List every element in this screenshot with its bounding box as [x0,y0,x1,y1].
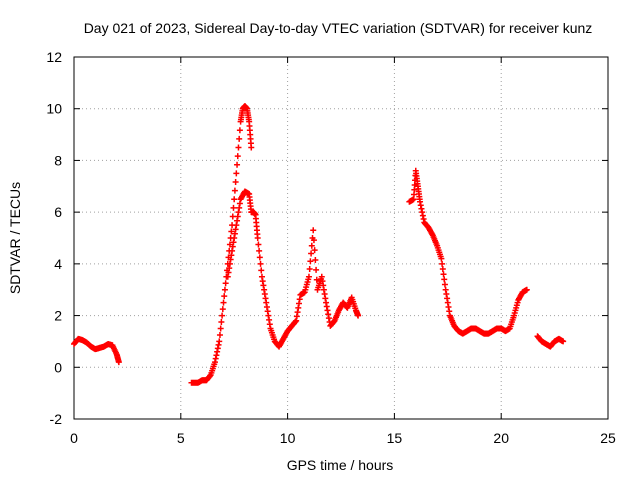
data-point [232,178,239,185]
data-point [248,144,255,151]
grid-lines [74,57,608,419]
data-point [307,258,314,265]
data-point [254,235,261,241]
x-tick-label: 25 [600,430,616,446]
tick-labels: 0 5 10 15 20 25 -2 0 2 4 6 8 10 12 [46,49,616,446]
y-tick-label: 8 [54,152,62,168]
data-point [355,312,362,319]
data-point [236,127,243,134]
data-point [219,312,226,319]
data-point [231,187,238,194]
data-point [219,306,226,313]
data-point [234,161,241,168]
data-point [523,286,530,293]
data-point [306,266,313,273]
y-tick-label: 0 [54,359,62,375]
axis-ticks [73,56,609,420]
y-tick-label: 4 [54,256,62,272]
data-point [441,276,448,283]
data-point [216,331,223,338]
data-point [439,260,446,267]
data-point [234,153,241,160]
data-point [560,338,567,345]
y-tick-label: 10 [46,101,62,117]
data-point [255,241,262,248]
data-point [258,267,265,274]
data-point [441,281,448,288]
data-point [310,237,317,244]
data-point [311,247,318,254]
data-points [71,103,567,386]
data-point [222,280,229,287]
data-point [235,144,242,151]
x-tick-label: 10 [280,430,296,446]
data-point [233,170,240,177]
data-point [256,254,263,261]
data-point [228,228,235,235]
data-point [308,250,315,257]
x-tick-label: 15 [387,430,403,446]
data-point [313,266,320,273]
x-tick-label: 20 [493,430,509,446]
data-point [230,204,237,211]
data-point [310,227,317,234]
y-tick-label: 2 [54,308,62,324]
data-point [305,273,312,280]
y-tick-label: 6 [54,204,62,220]
x-tick-label: 5 [177,430,185,446]
y-tick-label: 12 [46,49,62,65]
data-point [217,325,224,332]
data-point [236,135,243,142]
data-point [221,293,228,300]
data-point [220,299,227,306]
data-point [438,255,445,262]
x-tick-label: 0 [70,430,78,446]
data-point [308,242,315,249]
data-point [439,266,446,273]
chart-title: Day 021 of 2023, Sidereal Day-to-day VTE… [84,20,593,36]
data-point [313,276,320,283]
data-point [216,338,223,345]
y-axis-label: SDTVAR / TECUs [7,182,23,294]
plot-frame [73,56,609,420]
y-tick-label: -2 [50,411,63,427]
data-point [115,359,122,366]
data-point [218,319,225,326]
data-point [221,286,228,293]
data-point [312,256,319,263]
data-point [256,247,263,254]
data-point [231,196,238,203]
data-point [440,271,447,278]
x-axis-label: GPS time / hours [287,457,394,473]
data-point [257,260,264,267]
